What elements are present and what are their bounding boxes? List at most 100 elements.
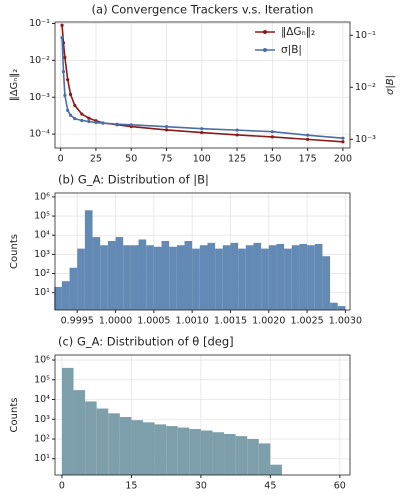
x-tick-label: 200 bbox=[334, 154, 352, 165]
y-tick-label: 10⁶ bbox=[34, 355, 50, 366]
histogram-bar bbox=[253, 242, 262, 310]
y-tick-label: 10⁻¹ bbox=[29, 18, 50, 29]
histogram-bar bbox=[54, 286, 62, 310]
y-tick-label: 10⁶ bbox=[34, 191, 50, 202]
series-point bbox=[235, 128, 239, 132]
y-tick-label: 10⁻² bbox=[29, 55, 50, 66]
series-point bbox=[341, 136, 345, 140]
series-point bbox=[80, 112, 84, 116]
histogram-bar bbox=[322, 256, 331, 310]
series-point bbox=[63, 93, 67, 97]
series-point bbox=[235, 133, 239, 137]
chart-title: (c) G_A: Distribution of θ [deg] bbox=[58, 335, 234, 349]
series-point bbox=[66, 78, 70, 82]
histogram-bar bbox=[245, 245, 254, 310]
histogram-bar bbox=[330, 302, 338, 310]
histogram-bar bbox=[84, 210, 93, 310]
histogram-bar bbox=[184, 240, 193, 310]
series-line bbox=[61, 37, 344, 139]
y-tick-label: 10² bbox=[34, 433, 50, 444]
y-tick-label: 10⁵ bbox=[34, 211, 50, 222]
x-tick-label: 125 bbox=[228, 154, 246, 165]
histogram-bar bbox=[123, 245, 131, 310]
plot-frame bbox=[54, 354, 351, 476]
histogram-bar bbox=[189, 429, 201, 475]
histogram-bar bbox=[238, 248, 246, 310]
x-tick-label: 100 bbox=[193, 154, 211, 165]
histogram-bar bbox=[268, 245, 277, 310]
histogram-bar bbox=[200, 430, 213, 475]
histogram-bar bbox=[115, 237, 124, 310]
plot-frame bbox=[54, 21, 351, 149]
series-line bbox=[61, 25, 343, 143]
histogram-bar bbox=[235, 436, 248, 475]
histogram-bar bbox=[96, 408, 109, 475]
series-point bbox=[60, 36, 64, 40]
x-tick-label: 1.0005 bbox=[137, 316, 170, 327]
histogram-bar bbox=[212, 432, 225, 475]
series-point bbox=[115, 122, 119, 126]
histogram-bar bbox=[230, 242, 239, 310]
series-point bbox=[270, 135, 274, 139]
series-point bbox=[68, 113, 73, 117]
chart-title: (b) G_A: Distribution of |B| bbox=[58, 173, 209, 187]
histogram-bar bbox=[291, 245, 300, 310]
plot-frame bbox=[54, 192, 351, 311]
series-point bbox=[87, 116, 91, 120]
histogram-bar bbox=[284, 248, 292, 310]
series-point bbox=[164, 125, 169, 129]
series-point bbox=[73, 103, 77, 108]
series-point bbox=[73, 116, 77, 121]
series-point bbox=[80, 118, 84, 123]
series-point bbox=[341, 140, 345, 144]
y-tick-label: 10⁻⁴ bbox=[29, 129, 50, 140]
histogram-bar bbox=[108, 413, 120, 475]
series-point bbox=[61, 70, 66, 74]
histogram-bar bbox=[92, 237, 101, 310]
histogram-bar bbox=[73, 390, 86, 475]
x-tick-label: 1.0025 bbox=[290, 316, 323, 327]
y-tick-label: 10¹ bbox=[34, 287, 50, 298]
series-point bbox=[270, 130, 274, 134]
x-tick-label: 0 bbox=[58, 154, 64, 165]
histogram-bar bbox=[224, 433, 236, 475]
x-tick-label: 1.0010 bbox=[176, 316, 209, 327]
histogram-bar bbox=[77, 248, 85, 310]
x-tick-label: 1.0015 bbox=[214, 316, 247, 327]
series-point bbox=[129, 123, 133, 127]
histogram-bar bbox=[215, 248, 223, 310]
histogram-bar bbox=[299, 243, 308, 310]
histogram-bar bbox=[247, 438, 259, 475]
histogram-bar bbox=[153, 246, 162, 310]
legend-marker bbox=[263, 48, 267, 52]
y2-axis-label: σ|B| bbox=[385, 75, 396, 95]
legend-marker bbox=[263, 30, 267, 34]
series-point bbox=[63, 55, 67, 60]
x-tick-label: 0 bbox=[59, 481, 65, 492]
histogram-bar bbox=[276, 243, 285, 310]
x-tick-label: 15 bbox=[125, 481, 137, 492]
x-tick-label: 60 bbox=[334, 481, 346, 492]
plot-area bbox=[55, 22, 350, 148]
x-tick-label: 175 bbox=[299, 154, 317, 165]
series-point bbox=[101, 121, 105, 125]
x-tick-label: 25 bbox=[90, 154, 102, 165]
histogram-bar bbox=[177, 427, 190, 475]
series-point bbox=[68, 92, 73, 96]
histogram-bar bbox=[176, 245, 185, 310]
y-tick-label: 10¹ bbox=[34, 453, 50, 464]
y-axis-label: Counts bbox=[9, 398, 20, 433]
histogram-bar bbox=[142, 422, 155, 475]
y-tick-label: 10⁻³ bbox=[29, 92, 50, 103]
series-point bbox=[164, 128, 169, 132]
histogram-bar bbox=[199, 245, 208, 310]
legend-label: ‖ΔGₙ‖₂ bbox=[281, 26, 315, 38]
x-tick-label: 30 bbox=[195, 481, 207, 492]
series-point bbox=[306, 133, 310, 137]
series-point bbox=[87, 119, 91, 124]
x-tick-label: 75 bbox=[160, 154, 172, 165]
x-tick-label: 150 bbox=[263, 154, 281, 165]
histogram-bar bbox=[85, 401, 97, 475]
y2-tick-label: 10⁻² bbox=[355, 82, 376, 93]
